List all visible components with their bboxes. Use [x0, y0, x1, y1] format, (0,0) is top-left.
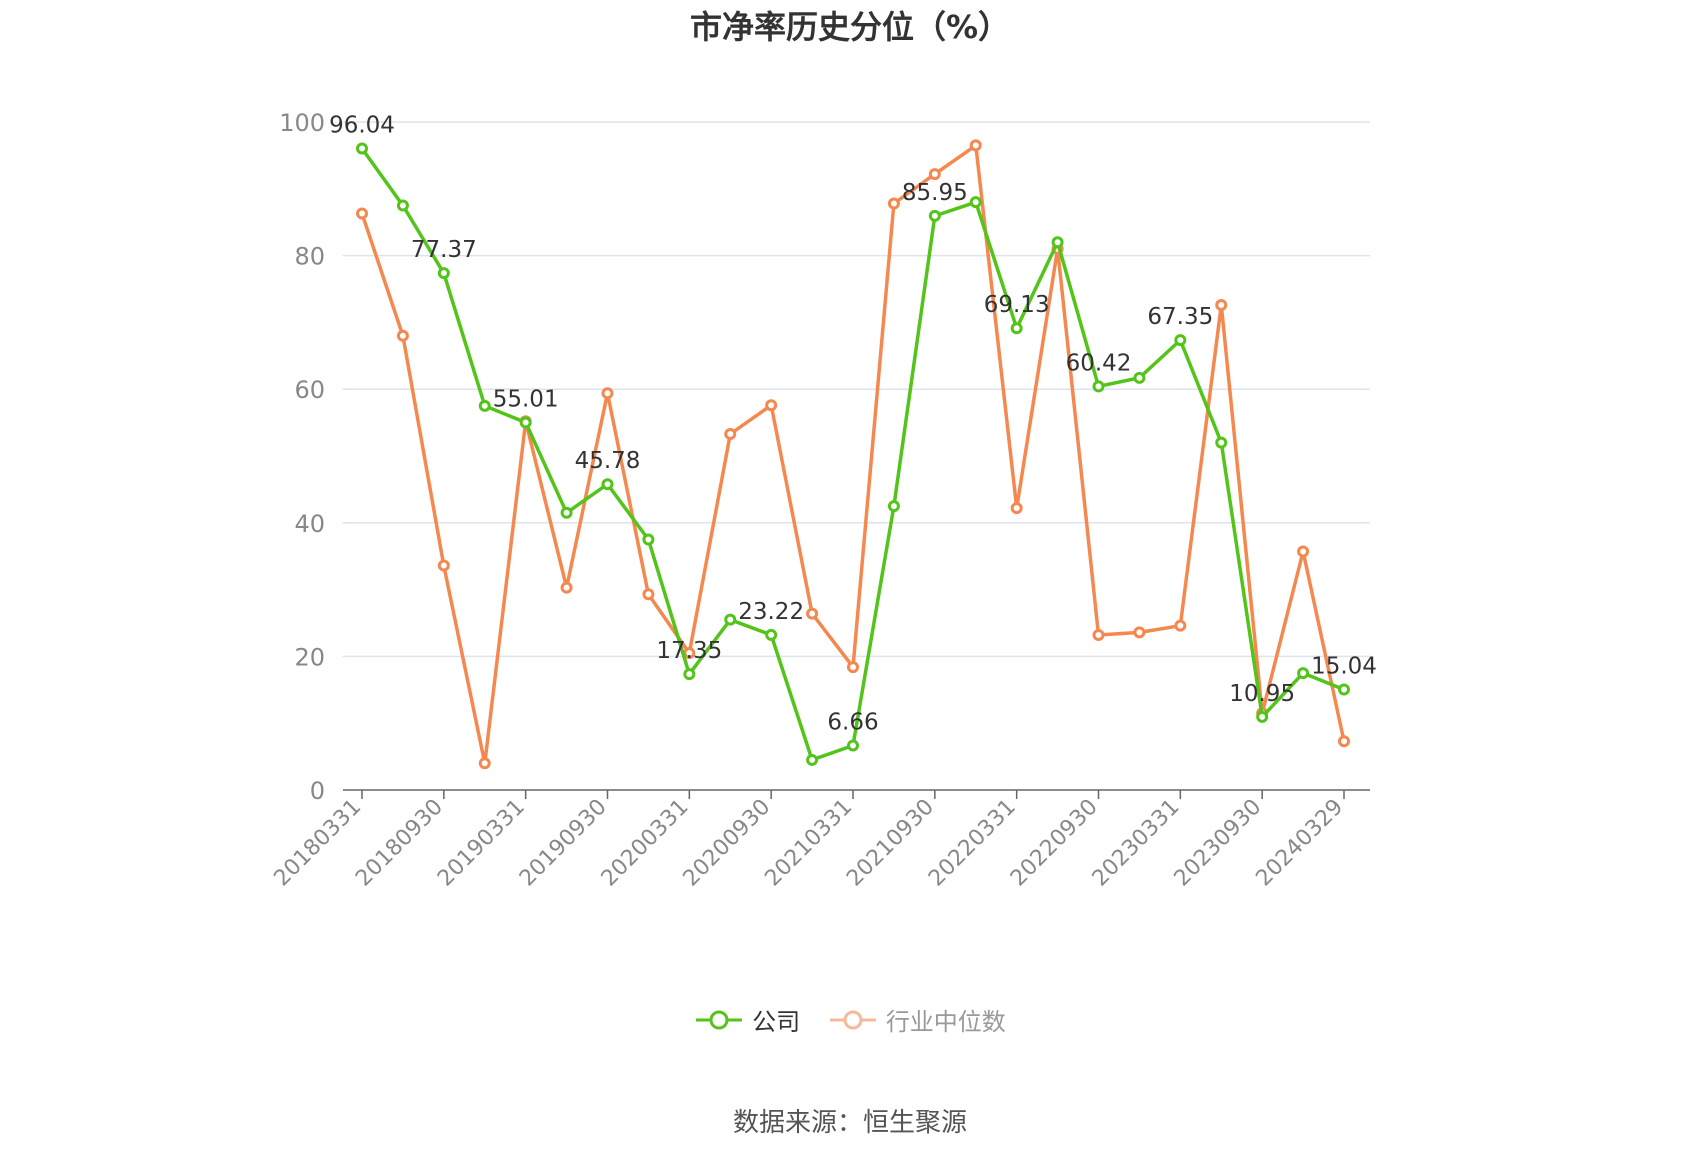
- data-point: [765, 628, 778, 641]
- x-tick-label: 20180331: [269, 795, 366, 892]
- x-tick-label: 20210930: [842, 795, 939, 892]
- data-point: [724, 613, 737, 626]
- y-tick-label: 60: [294, 376, 325, 404]
- data-point: [642, 588, 655, 601]
- legend-line-icon: [696, 1010, 743, 1029]
- data-label: 55.01: [493, 387, 559, 413]
- data-point: [396, 199, 409, 212]
- data-point: [683, 668, 696, 681]
- data-point: [928, 168, 941, 181]
- legend: 公司 行业中位数: [0, 1002, 1700, 1040]
- axes: 0 20 40 60 80 100 2018033120180930201903312019…: [269, 109, 1370, 891]
- data-point: [1133, 626, 1146, 639]
- data-point: [887, 500, 900, 513]
- y-tick-label: 40: [294, 510, 325, 538]
- data-point: [1010, 502, 1023, 515]
- data-point: [928, 209, 941, 222]
- data-point: [601, 478, 614, 491]
- data-point: [478, 399, 491, 412]
- data-point: [1338, 683, 1350, 696]
- data-label: 69.13: [984, 292, 1050, 318]
- data-point: [969, 139, 982, 152]
- data-point: [519, 416, 532, 429]
- x-tick-label: 20210331: [760, 795, 857, 892]
- data-label: 10.95: [1229, 681, 1295, 707]
- y-tick-label: 80: [294, 243, 325, 271]
- y-tick-label: 0: [310, 777, 325, 805]
- data-point: [806, 753, 819, 766]
- data-point: [724, 427, 737, 440]
- data-point: [969, 196, 982, 209]
- legend-item-industry-median[interactable]: 行业中位数: [828, 1002, 1006, 1037]
- data-label: 15.04: [1311, 654, 1377, 680]
- data-label: 6.66: [827, 710, 878, 736]
- data-point: [560, 581, 573, 594]
- data-point: [1174, 334, 1187, 347]
- legend-label-industry-median: 行业中位数: [885, 1008, 1006, 1036]
- x-tick-label: 20230930: [1170, 795, 1267, 892]
- data-point: [765, 399, 778, 412]
- line-chart: 0 20 40 60 80 100 2018033120180930201903312019…: [269, 109, 1377, 891]
- data-point: [356, 207, 368, 220]
- x-tick-label: 20190930: [515, 795, 612, 892]
- data-label: 77.37: [411, 237, 477, 263]
- x-tick-label: 20220331: [924, 795, 1021, 892]
- data-point: [1215, 436, 1228, 449]
- legend-label-company: 公司: [752, 1008, 801, 1036]
- data-labels: 96.04 77.37 55.01 45.78 17.35 23.22 6.66 85.95 6…: [329, 112, 1377, 735]
- data-point: [1010, 322, 1023, 335]
- data-label: 23.22: [738, 599, 804, 625]
- chart-title: 市净率历史分位（%）: [689, 8, 1011, 46]
- x-tick-label: 20230331: [1088, 795, 1185, 892]
- data-point: [1133, 371, 1146, 384]
- data-point: [847, 661, 859, 674]
- x-tick-label: 20220930: [1006, 795, 1103, 892]
- data-point: [1092, 380, 1105, 393]
- data-point: [887, 197, 900, 210]
- data-point: [1051, 236, 1064, 249]
- data-point: [847, 739, 859, 752]
- data-point: [1092, 629, 1105, 642]
- x-tick-label: 20190331: [433, 795, 530, 892]
- data-point: [560, 506, 573, 519]
- data-point: [1256, 710, 1269, 723]
- data-point: [601, 387, 614, 400]
- legend-line-icon: [829, 1010, 876, 1029]
- data-point: [1338, 735, 1350, 748]
- data-point: [683, 647, 696, 660]
- data-point: [806, 607, 819, 620]
- data-point: [1174, 619, 1187, 632]
- x-tick-label: 20200930: [679, 795, 776, 892]
- data-point: [437, 267, 450, 280]
- data-label: 85.95: [902, 180, 968, 206]
- data-point: [478, 757, 491, 770]
- data-label: 17.35: [656, 638, 722, 664]
- data-point: [642, 533, 655, 546]
- data-label: 45.78: [575, 448, 641, 474]
- x-tick-label: 20180930: [351, 795, 448, 892]
- data-point: [1297, 545, 1310, 558]
- legend-item-company[interactable]: 公司: [694, 1002, 800, 1037]
- data-point: [437, 559, 450, 572]
- y-tick-label: 20: [294, 643, 325, 671]
- y-tick-label: 100: [279, 109, 325, 137]
- data-point: [356, 142, 368, 155]
- data-label: 67.35: [1147, 304, 1213, 330]
- data-point: [1297, 667, 1310, 680]
- series: [356, 139, 1350, 770]
- data-point: [1215, 299, 1228, 312]
- data-label: 60.42: [1066, 350, 1132, 376]
- x-tick-label: 20240329: [1251, 795, 1348, 892]
- data-source: 数据来源：恒生聚源: [732, 1108, 967, 1138]
- data-label: 96.04: [329, 112, 395, 138]
- data-point: [396, 329, 409, 342]
- x-tick-label: 20200331: [597, 795, 694, 892]
